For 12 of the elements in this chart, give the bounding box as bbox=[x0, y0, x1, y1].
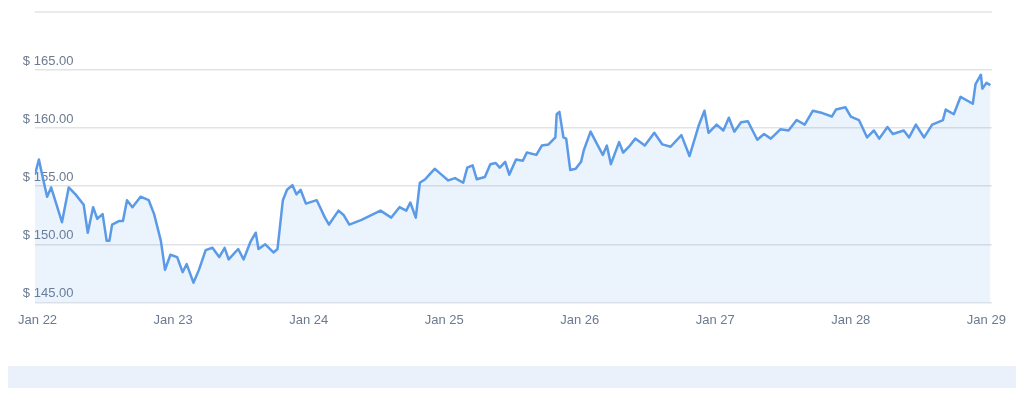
x-tick-label: Jan 23 bbox=[153, 311, 193, 327]
y-tick-label: $ 160.00 bbox=[22, 110, 74, 126]
y-tick-label: $ 165.00 bbox=[22, 52, 74, 68]
y-tick-label: $ 145.00 bbox=[22, 284, 74, 300]
y-tick-label: $ 150.00 bbox=[22, 226, 74, 242]
x-tick-label: Jan 25 bbox=[424, 311, 464, 327]
x-tick-label: Jan 24 bbox=[289, 311, 329, 327]
x-tick-label: Jan 29 bbox=[966, 311, 1006, 327]
x-tick-label: Jan 28 bbox=[831, 311, 871, 327]
x-tick-label: Jan 22 bbox=[18, 311, 58, 327]
x-tick-label: Jan 26 bbox=[560, 311, 600, 327]
x-tick-label: Jan 27 bbox=[695, 311, 735, 327]
